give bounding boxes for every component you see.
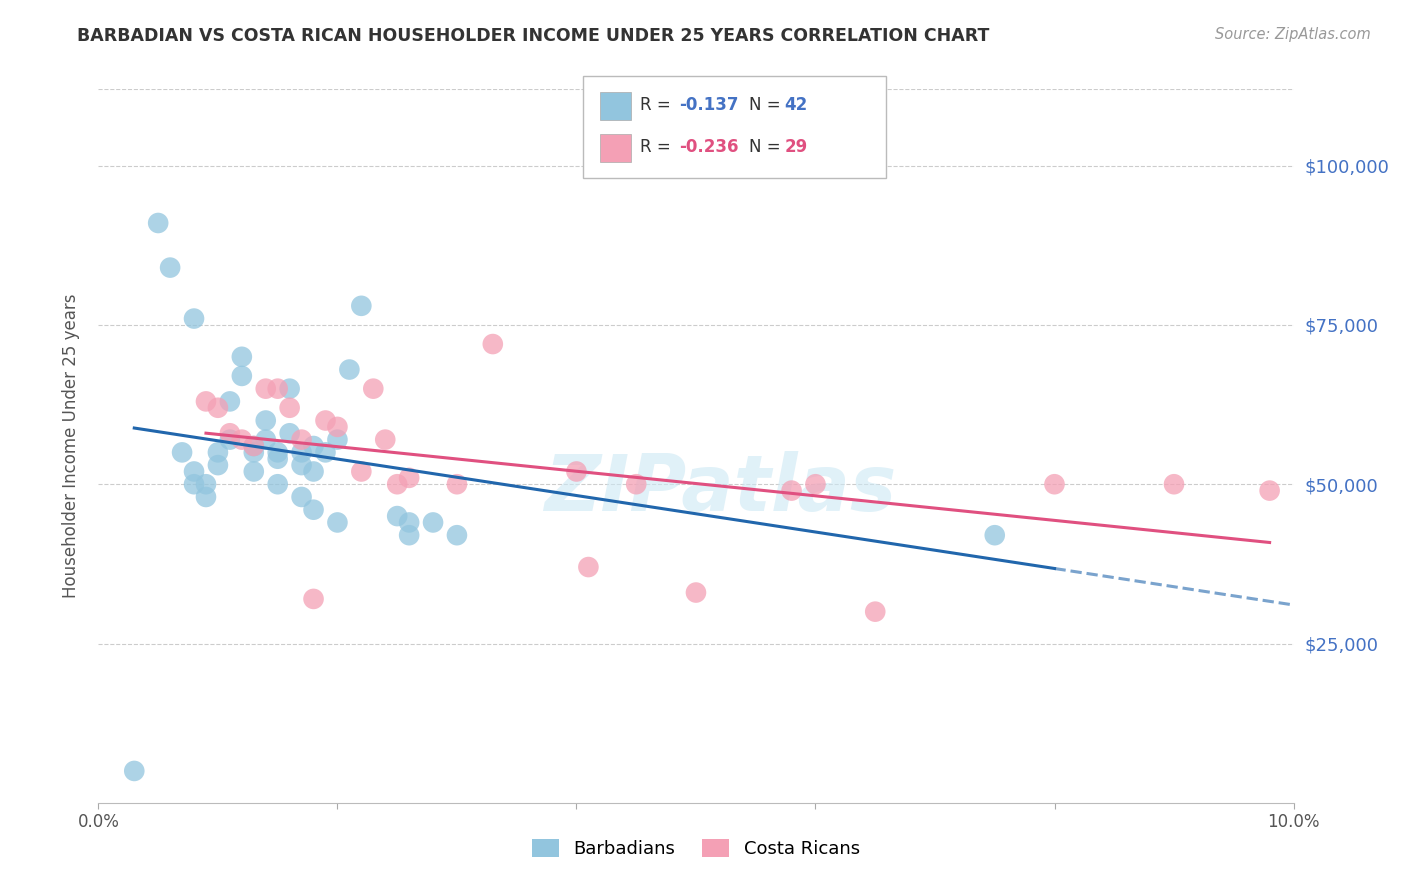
Text: N =: N =: [749, 96, 780, 114]
Y-axis label: Householder Income Under 25 years: Householder Income Under 25 years: [62, 293, 80, 599]
Point: [231, 350, 253, 364]
Text: R =: R =: [640, 96, 671, 114]
Point: [398, 528, 420, 542]
Text: -0.236: -0.236: [679, 138, 738, 156]
Text: N =: N =: [749, 138, 780, 156]
Point: [278, 401, 301, 415]
Point: [350, 465, 373, 479]
Point: [398, 471, 420, 485]
Text: BARBADIAN VS COSTA RICAN HOUSEHOLDER INCOME UNDER 25 YEARS CORRELATION CHART: BARBADIAN VS COSTA RICAN HOUSEHOLDER INC…: [77, 27, 990, 45]
Point: [398, 516, 420, 530]
Text: ZIPatlas: ZIPatlas: [544, 450, 896, 527]
Point: [385, 477, 409, 491]
Point: [243, 445, 266, 459]
Point: [243, 439, 266, 453]
Point: [302, 465, 325, 479]
Point: [302, 502, 325, 516]
Point: [207, 401, 229, 415]
Point: [302, 439, 325, 453]
Point: [1043, 477, 1066, 491]
Point: [183, 477, 205, 491]
Point: [326, 433, 349, 447]
Point: [446, 528, 468, 542]
Point: [195, 394, 218, 409]
Point: [1163, 477, 1185, 491]
Point: [183, 465, 205, 479]
Point: [804, 477, 827, 491]
Point: [302, 591, 325, 606]
Point: [219, 394, 242, 409]
Point: [124, 764, 146, 778]
Point: [865, 605, 887, 619]
Point: [291, 458, 314, 472]
Point: [578, 560, 600, 574]
Point: [278, 382, 301, 396]
Point: [339, 362, 361, 376]
Point: [984, 528, 1007, 542]
Point: [315, 445, 337, 459]
Point: [446, 477, 468, 491]
Text: 29: 29: [785, 138, 808, 156]
Point: [267, 451, 290, 466]
Point: [780, 483, 803, 498]
Point: [231, 368, 253, 383]
Point: [267, 477, 290, 491]
Point: [243, 465, 266, 479]
Point: [243, 439, 266, 453]
Point: [183, 311, 205, 326]
Point: [363, 382, 385, 396]
Point: [254, 382, 277, 396]
Point: [291, 433, 314, 447]
Point: [254, 433, 277, 447]
Point: [326, 516, 349, 530]
Point: [326, 420, 349, 434]
Point: [267, 445, 290, 459]
Legend: Barbadians, Costa Ricans: Barbadians, Costa Ricans: [524, 831, 868, 865]
Point: [207, 445, 229, 459]
Point: [291, 490, 314, 504]
Point: [291, 445, 314, 459]
Point: [219, 433, 242, 447]
Point: [482, 337, 505, 351]
Point: [422, 516, 444, 530]
Point: [172, 445, 194, 459]
Text: R =: R =: [640, 138, 671, 156]
Point: [374, 433, 396, 447]
Point: [385, 509, 409, 524]
Point: [231, 433, 253, 447]
Point: [278, 426, 301, 441]
Point: [159, 260, 181, 275]
Point: [195, 477, 218, 491]
Point: [350, 299, 373, 313]
Point: [626, 477, 648, 491]
Point: [207, 458, 229, 472]
Point: [219, 426, 242, 441]
Point: [685, 585, 707, 599]
Point: [565, 465, 588, 479]
Text: 42: 42: [785, 96, 808, 114]
Point: [195, 490, 218, 504]
Point: [148, 216, 170, 230]
Text: Source: ZipAtlas.com: Source: ZipAtlas.com: [1215, 27, 1371, 42]
Text: -0.137: -0.137: [679, 96, 738, 114]
Point: [1258, 483, 1281, 498]
Point: [315, 413, 337, 427]
Point: [254, 413, 277, 427]
Point: [267, 382, 290, 396]
